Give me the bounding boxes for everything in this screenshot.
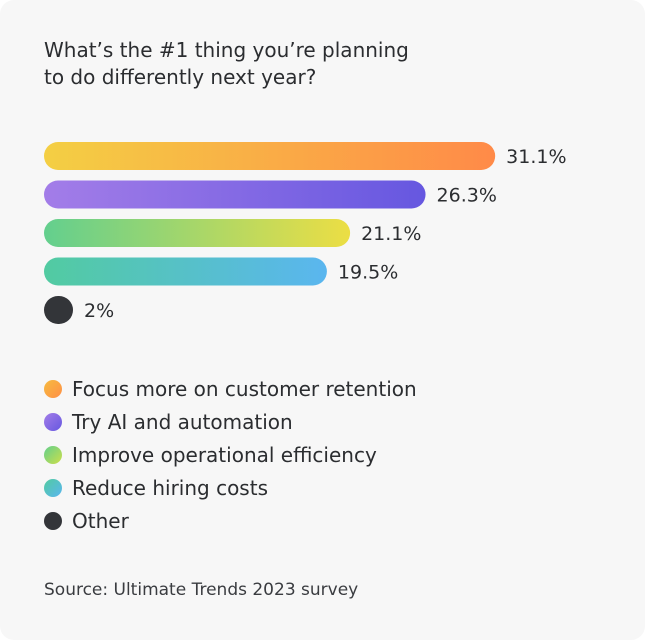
bar-value-label-4: 19.5% [338, 262, 398, 284]
bar-1 [44, 142, 496, 170]
legend-item: Focus more on customer retention [44, 372, 417, 405]
source-note: Source: Ultimate Trends 2023 survey [44, 580, 359, 600]
legend-swatch [44, 478, 62, 497]
legend-swatch [44, 445, 62, 464]
legend-label: Try AI and automation [72, 409, 293, 434]
legend-label: Focus more on customer retention [72, 376, 417, 401]
bar-3 [44, 219, 351, 247]
legend-item: Reduce hiring costs [44, 471, 417, 504]
bar-2 [44, 180, 426, 209]
legend-label: Other [72, 508, 129, 533]
legend-label: Improve operational efficiency [72, 442, 377, 467]
legend-item: Other [44, 504, 417, 537]
legend-item: Improve operational efficiency [44, 438, 417, 471]
legend-swatch [44, 379, 62, 398]
chart-title-line-1: What’s the #1 thing you’re planning [44, 38, 409, 62]
bar-5 [44, 296, 74, 324]
legend-item: Try AI and automation [44, 405, 417, 438]
legend-swatch [44, 511, 62, 530]
bar-value-label-1: 31.1% [506, 146, 566, 168]
chart-legend: Focus more on customer retention Try AI … [44, 372, 417, 537]
bar-4 [44, 257, 327, 286]
bar-chart: 31.1% 26.3% 21.1% 19.5% 2% [44, 142, 567, 324]
legend-swatch [44, 412, 62, 431]
bar-value-label-3: 21.1% [361, 223, 421, 245]
legend-label: Reduce hiring costs [72, 475, 268, 500]
bar-value-label-5: 2% [84, 300, 114, 322]
chart-title: What’s the #1 thing you’re planning to d… [44, 37, 464, 91]
bar-value-label-2: 26.3% [437, 185, 497, 207]
chart-title-line-2: to do differently next year? [44, 65, 317, 89]
